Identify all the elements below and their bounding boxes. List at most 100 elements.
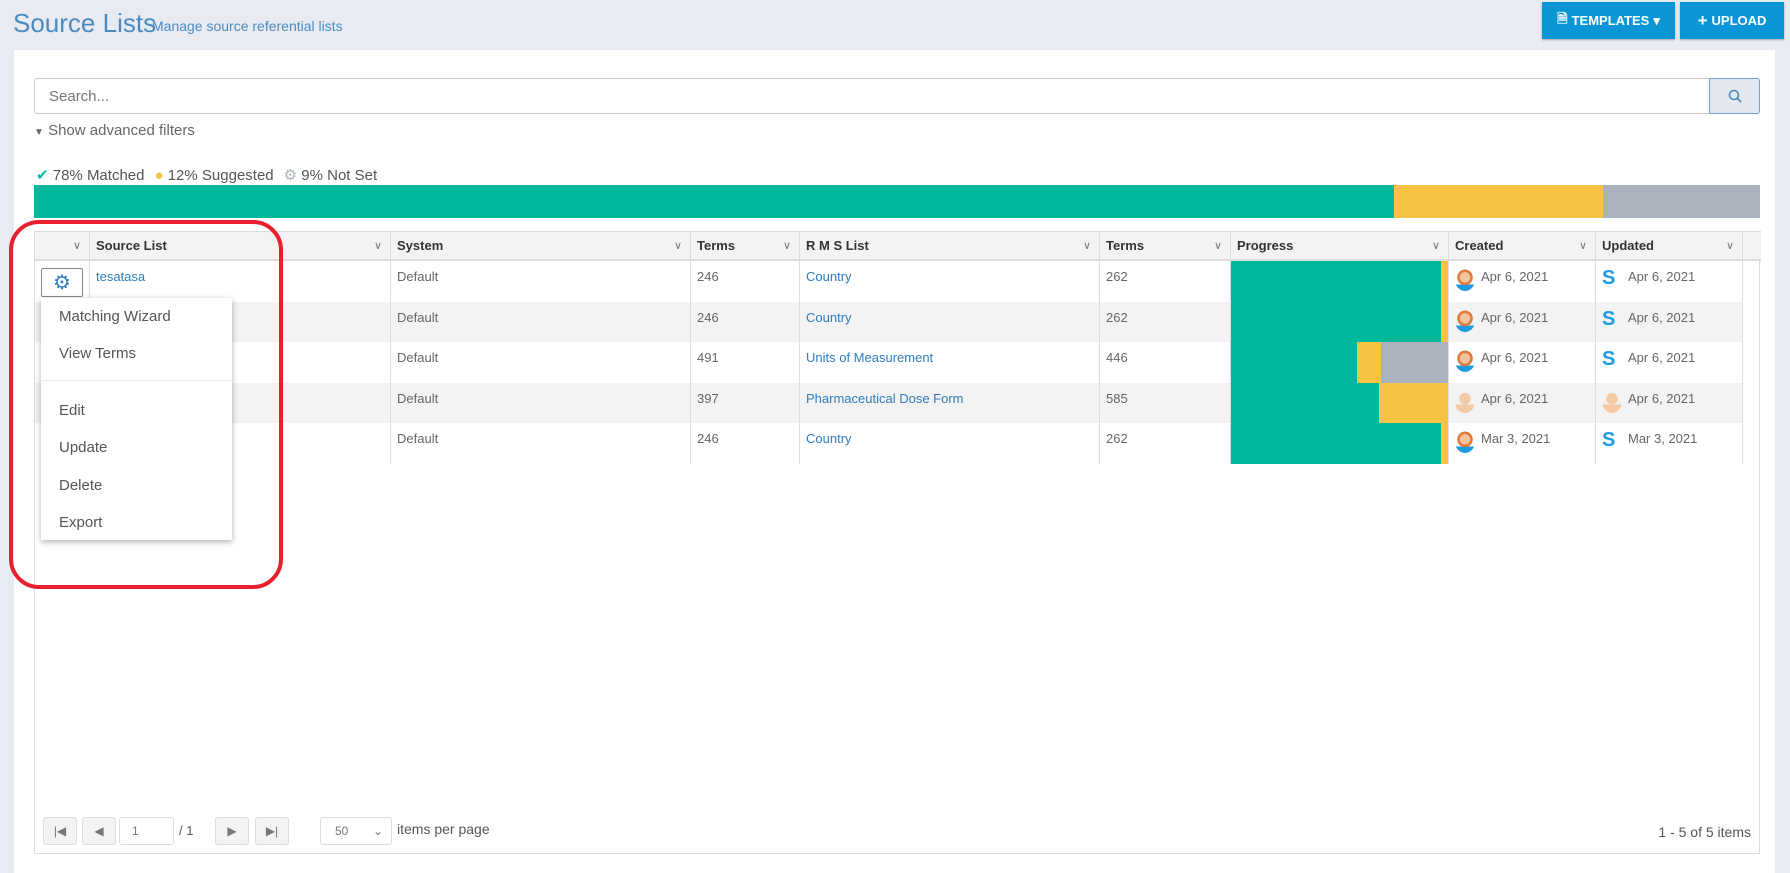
cell-progress: [1231, 382, 1449, 423]
gear-icon: ⚙: [283, 167, 298, 184]
page-input[interactable]: 1: [119, 817, 174, 845]
advanced-filters-toggle[interactable]: ▼ Show advanced filters: [34, 122, 195, 139]
system-value: Default: [397, 390, 439, 406]
agent-avatar-icon: [1455, 350, 1475, 372]
source-link[interactable]: tesatasa: [96, 269, 146, 284]
chevron-down-icon[interactable]: ∨: [373, 240, 382, 252]
rms-link[interactable]: Country: [806, 431, 852, 446]
system-value: Default: [397, 350, 439, 365]
terms-value: 246: [697, 309, 719, 325]
cell-sel: [35, 261, 90, 302]
cell-system: Default: [391, 342, 691, 383]
chevron-down-icon[interactable]: ∨: [782, 240, 791, 252]
column-header-progress[interactable]: Progress ∨: [1231, 232, 1449, 259]
progress-segment-not_set: [1380, 342, 1448, 383]
cell-rms_terms: 262: [1100, 423, 1231, 464]
table-row: Default 491 Units of Measurement 446 Apr 6, …: [35, 342, 1743, 383]
cell-updated: S Apr 6, 2021: [1596, 261, 1743, 302]
cell-created: Apr 6, 2021: [1449, 382, 1596, 423]
row-actions-button[interactable]: ⚙: [41, 268, 83, 297]
menu-item-export[interactable]: Export: [59, 514, 103, 531]
chevron-down-icon[interactable]: ∨: [1431, 240, 1440, 252]
chevron-down-icon: ▼: [34, 127, 44, 138]
rms-link[interactable]: Country: [806, 309, 852, 325]
progress-segment-matched: [1231, 423, 1442, 464]
user-avatar-icon: [1455, 390, 1475, 413]
menu-item-update[interactable]: Update: [59, 439, 108, 456]
column-header-rms_terms[interactable]: Terms ∨: [1100, 232, 1231, 259]
progress-segment-matched: [1231, 261, 1442, 302]
menu-item-view-terms[interactable]: View Terms: [59, 345, 136, 362]
cell-created: Apr 6, 2021: [1449, 342, 1596, 383]
table-row: Default 397 Pharmaceutical Dose Form 585 Apr…: [35, 382, 1743, 423]
templates-button[interactable]: 🗎 TEMPLATES ▾: [1542, 2, 1675, 39]
column-header-created[interactable]: Created ∨: [1449, 232, 1596, 259]
column-header-sel[interactable]: ∨: [35, 232, 90, 259]
cell-rms_terms: 262: [1100, 261, 1231, 302]
page-subtitle: Manage source referential lists: [152, 18, 343, 34]
last-page-button[interactable]: ▶|: [255, 817, 289, 845]
source-lists-table: ∨ Source List ∨ System ∨ Terms ∨ R M S List ∨ Ter…: [34, 231, 1761, 854]
chevron-down-icon[interactable]: ∨: [1578, 240, 1587, 252]
menu-item-delete[interactable]: Delete: [59, 477, 103, 494]
user-avatar-icon: [1602, 390, 1622, 413]
terms-value: 246: [697, 269, 719, 284]
chevron-down-icon[interactable]: ∨: [72, 240, 81, 252]
menu-item-edit[interactable]: Edit: [59, 402, 85, 419]
pager-summary: 1 - 5 of 5 items: [1658, 824, 1751, 840]
menu-item-matching-wizard[interactable]: Matching Wizard: [59, 308, 171, 325]
lightbulb-icon: ●: [154, 166, 164, 184]
search-button[interactable]: [1709, 78, 1760, 114]
cell-rms: Country: [800, 423, 1100, 464]
cell-updated: S Apr 6, 2021: [1596, 342, 1743, 383]
agent-avatar-icon: [1455, 431, 1475, 453]
page-size-select[interactable]: 50 ⌄: [320, 817, 392, 845]
cell-rms: Units of Measurement: [800, 342, 1100, 383]
table-row: Default 246 Country 262 Mar 3, 2021 S Mar 3, 2…: [35, 423, 1743, 464]
cell-rms: Country: [800, 261, 1100, 302]
progress-segment-matched: [1231, 301, 1442, 342]
upload-button[interactable]: + UPLOAD: [1680, 2, 1784, 39]
prev-page-button[interactable]: ◀: [82, 817, 116, 845]
rms_terms-value: 262: [1106, 431, 1128, 446]
column-header-system[interactable]: System ∨: [391, 232, 691, 259]
progress-segment-suggested: [1356, 342, 1381, 383]
chevron-down-icon[interactable]: ∨: [1213, 240, 1222, 252]
cell-created: Mar 3, 2021: [1449, 423, 1596, 464]
page-count: / 1: [179, 823, 194, 838]
rms-link[interactable]: Pharmaceutical Dose Form: [806, 390, 964, 406]
system-value: Default: [397, 431, 439, 446]
cell-rms_terms: 585: [1100, 382, 1231, 423]
sync-logo-icon: S: [1602, 348, 1616, 370]
cell-terms: 491: [691, 342, 800, 383]
table-header: ∨ Source List ∨ System ∨ Terms ∨ R M S List ∨ Ter…: [35, 231, 1761, 261]
terms-value: 246: [697, 431, 719, 446]
chevron-down-icon[interactable]: ∨: [1725, 240, 1734, 252]
chevron-down-icon[interactable]: ∨: [1082, 240, 1091, 252]
column-header-source[interactable]: Source List ∨: [90, 232, 391, 259]
chevron-down-icon[interactable]: ∨: [673, 240, 682, 252]
search-input[interactable]: [34, 78, 1710, 114]
cell-system: Default: [391, 301, 691, 342]
rms-link[interactable]: Units of Measurement: [806, 350, 934, 365]
row-actions-menu: Matching Wizard View Terms Edit Update D…: [41, 298, 232, 540]
cell-source: [90, 301, 391, 342]
rms-link[interactable]: Country: [806, 269, 852, 284]
cell-created: Apr 6, 2021: [1449, 261, 1596, 302]
rms_terms-value: 585: [1106, 390, 1128, 406]
rms_terms-value: 446: [1106, 350, 1128, 365]
progress-segment-suggested: [1441, 261, 1448, 302]
column-header-terms[interactable]: Terms ∨: [691, 232, 800, 259]
cell-system: Default: [391, 382, 691, 423]
summary-segment-matched: [34, 185, 1394, 218]
column-header-rms[interactable]: R M S List ∨: [800, 232, 1100, 259]
chevron-down-icon: ⌄: [372, 824, 383, 838]
plus-icon: +: [1697, 10, 1708, 30]
first-page-button[interactable]: |◀: [43, 817, 77, 845]
cell-rms: Country: [800, 301, 1100, 342]
column-header-updated[interactable]: Updated ∨: [1596, 232, 1743, 259]
cell-terms: 246: [691, 423, 800, 464]
menu-divider: [41, 380, 232, 381]
next-page-button[interactable]: ▶: [215, 817, 249, 845]
progress-segment-matched: [1231, 342, 1357, 383]
